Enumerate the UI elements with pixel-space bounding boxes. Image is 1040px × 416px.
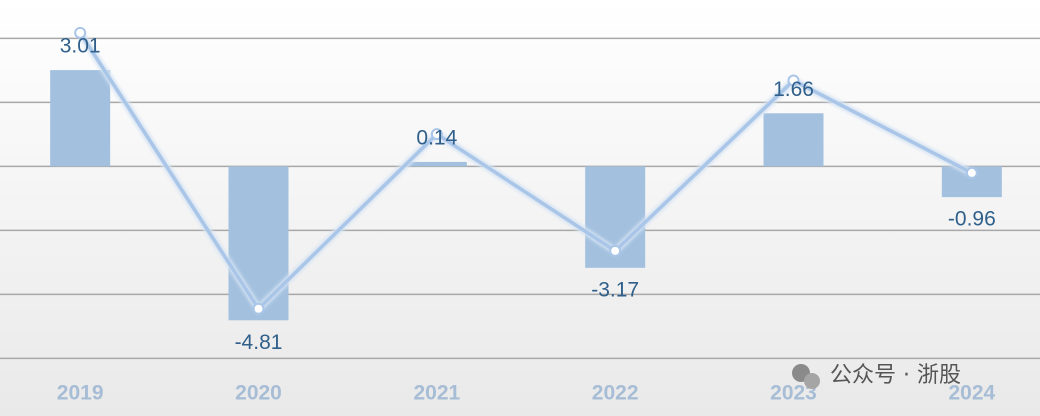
bar: [228, 166, 289, 321]
x-tick-label: 2021: [413, 382, 460, 405]
lines: [74, 26, 978, 315]
line-point: [965, 166, 978, 179]
data-label: -0.96: [948, 208, 996, 231]
x-tick-label: 2020: [235, 382, 282, 405]
bar: [763, 113, 824, 167]
bar: [50, 70, 111, 167]
watermark-icon: [804, 373, 820, 389]
line-point: [787, 74, 800, 87]
line-point: [609, 244, 622, 257]
watermark: 公众号 · 浙股: [792, 363, 961, 389]
data-label: 0.14: [416, 126, 457, 149]
x-tick-label: 2019: [57, 382, 104, 405]
bar: [406, 161, 467, 167]
x-tick-label: 2022: [592, 382, 639, 405]
line-point: [74, 26, 87, 39]
data-label: -4.81: [235, 331, 283, 354]
grid: [0, 37, 1040, 360]
line: [78, 31, 973, 311]
line-point: [430, 128, 443, 141]
bars: [50, 70, 1002, 321]
line-point: [252, 302, 265, 315]
x-tick-label: 2023: [770, 382, 817, 405]
data-label: 3.01: [60, 35, 101, 58]
data-label: 1.66: [773, 78, 814, 101]
data-label: -3.17: [591, 278, 639, 301]
x-tick-label: 2024: [948, 382, 995, 405]
watermark-text: 公众号 · 浙股: [830, 363, 961, 388]
labels: 2019 2020 2021 2022 2023 2024 3.01 -4.81 0.14 -3.…: [57, 35, 996, 405]
